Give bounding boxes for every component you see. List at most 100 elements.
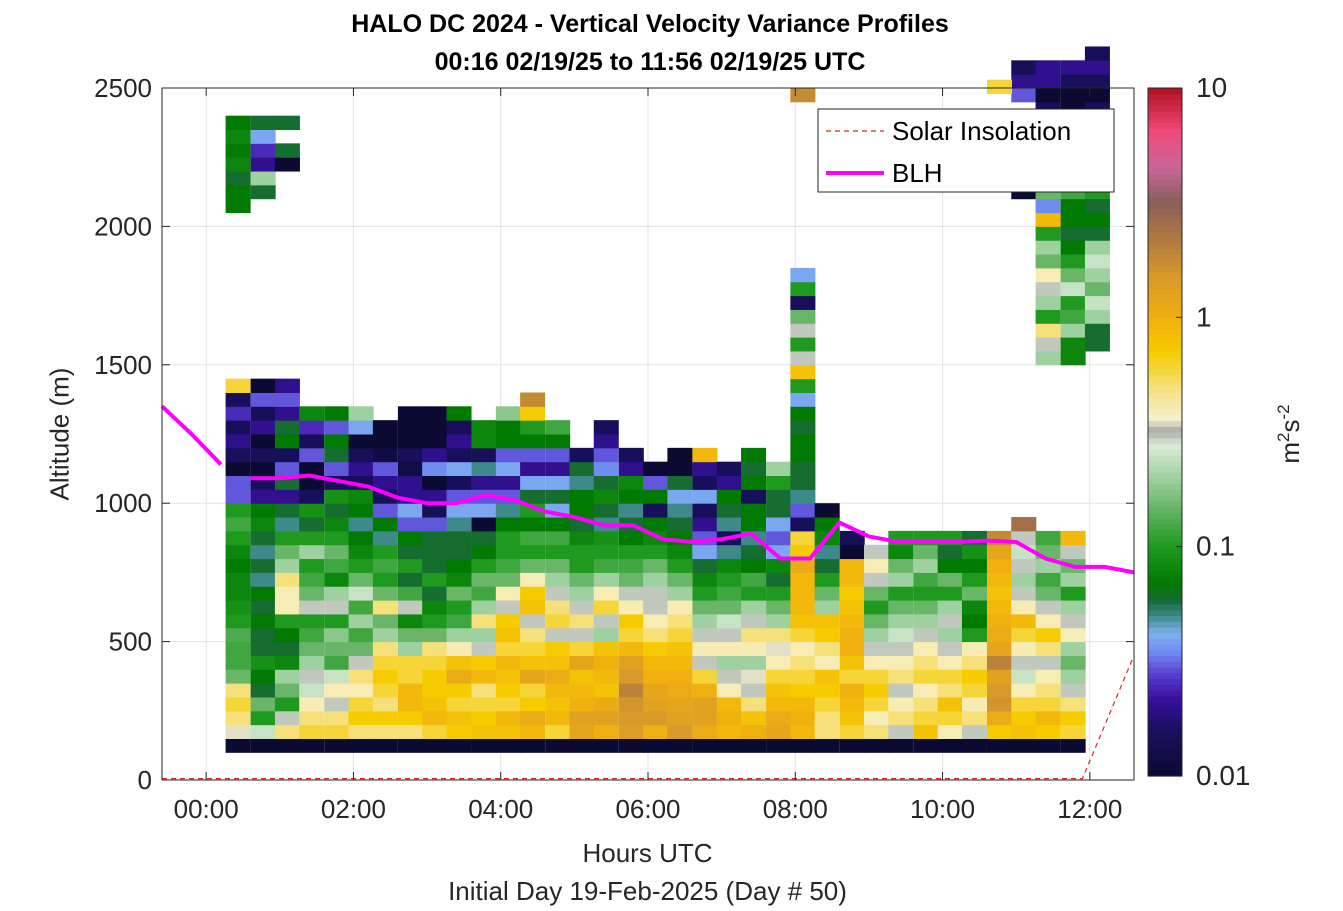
heatmap-cell <box>692 710 718 726</box>
heatmap-cell <box>667 613 693 629</box>
colorbar-segment <box>1148 391 1182 399</box>
heatmap-cell <box>446 669 472 684</box>
heatmap-cell <box>741 447 767 463</box>
colorbar-segment <box>1148 695 1182 703</box>
heatmap-cell <box>692 461 718 477</box>
heatmap-cell <box>471 420 497 435</box>
heatmap-cell <box>1035 226 1061 241</box>
colorbar-segment <box>1148 88 1182 95</box>
heatmap-cell <box>372 613 398 629</box>
heatmap-cell <box>839 627 865 643</box>
heatmap-cell <box>839 696 865 712</box>
heatmap-cell <box>495 406 521 421</box>
heatmap-cell <box>618 710 644 726</box>
heatmap-cell <box>250 558 276 573</box>
colorbar-segment <box>1148 311 1182 318</box>
heatmap-cell <box>643 710 669 726</box>
heatmap-cell <box>250 696 276 712</box>
heatmap-cell <box>471 655 497 670</box>
heatmap-cell <box>766 724 792 739</box>
heatmap-cell <box>274 586 300 601</box>
heatmap-cell <box>545 558 571 573</box>
heatmap-cell <box>569 503 595 518</box>
colorbar-segment <box>1148 294 1182 301</box>
heatmap-cell <box>864 600 890 615</box>
heatmap-cell <box>618 683 644 698</box>
heatmap-cell <box>520 434 546 449</box>
heatmap-cell <box>422 489 448 504</box>
colorbar-segment <box>1148 231 1182 238</box>
heatmap-cell <box>569 530 595 546</box>
heatmap-cell <box>397 641 423 656</box>
heatmap-cell <box>225 530 251 546</box>
colorbar-segment <box>1148 225 1182 232</box>
heatmap-cell <box>225 586 251 601</box>
heatmap-cell <box>888 683 914 698</box>
heatmap-cell <box>520 558 546 573</box>
heatmap-cell <box>569 572 595 587</box>
heatmap-cell <box>839 683 865 698</box>
heatmap-cell <box>250 434 276 449</box>
heatmap-cell <box>986 544 1013 560</box>
heatmap-cell <box>446 530 472 546</box>
heatmap-cell <box>766 710 792 726</box>
heatmap-cell <box>937 586 963 601</box>
heatmap-cell <box>422 655 448 670</box>
heatmap-cell <box>913 558 939 573</box>
heatmap-cell <box>888 544 914 560</box>
heatmap-cell <box>372 738 398 753</box>
colorbar-segment <box>1148 105 1182 112</box>
heatmap-cell <box>520 655 546 670</box>
heatmap-cell <box>864 558 890 573</box>
colorbar-tick-label: 10 <box>1196 72 1227 103</box>
heatmap-cell <box>274 710 300 726</box>
heatmap-cell <box>545 586 571 601</box>
heatmap-cell <box>397 475 423 490</box>
heatmap-cell <box>348 669 374 684</box>
heatmap-cell <box>692 586 718 601</box>
heatmap-cell <box>372 696 398 712</box>
heatmap-cell <box>250 641 276 656</box>
heatmap-cell <box>372 683 398 698</box>
heatmap-cell <box>324 669 350 684</box>
heatmap-cell <box>324 627 350 643</box>
heatmap-cell <box>225 447 251 463</box>
heatmap-cell <box>667 641 693 656</box>
heatmap-cell <box>913 627 939 643</box>
heatmap-cell <box>324 558 350 573</box>
heatmap-cell <box>397 572 423 587</box>
heatmap-cell <box>716 586 742 601</box>
heatmap-cell <box>250 115 276 131</box>
heatmap-cell <box>643 489 669 504</box>
colorbar-segment <box>1148 202 1182 209</box>
heatmap-cell <box>372 530 398 546</box>
heatmap-cell <box>1035 323 1061 338</box>
heatmap-cell <box>446 627 472 643</box>
heatmap-cell <box>790 669 816 684</box>
heatmap-cell <box>299 696 325 712</box>
heatmap-cell <box>250 129 276 144</box>
heatmap-cell <box>593 544 619 560</box>
heatmap-cell <box>299 447 325 463</box>
heatmap-cell <box>814 627 840 643</box>
heatmap-cell <box>1035 669 1061 684</box>
heatmap-cell <box>545 655 571 670</box>
heatmap-cell <box>250 586 276 601</box>
heatmap-cell <box>741 558 767 573</box>
colorbar-segment <box>1148 552 1182 559</box>
heatmap-cell <box>545 600 571 615</box>
heatmap-cell <box>961 738 987 753</box>
heatmap-cell <box>937 544 963 560</box>
heatmap-cell <box>593 530 619 546</box>
heatmap-cell <box>937 724 963 739</box>
heatmap-cell <box>839 572 865 587</box>
heatmap-cell <box>348 406 374 421</box>
colorbar-segment <box>1148 575 1182 582</box>
heatmap-cell <box>1035 655 1061 670</box>
heatmap-cell <box>250 143 276 158</box>
y-tick-label: 1500 <box>94 350 152 380</box>
heatmap-cell <box>1060 60 1086 75</box>
heatmap-cell <box>888 641 914 656</box>
heatmap-cell <box>667 517 693 532</box>
heatmap-cell <box>790 572 816 587</box>
